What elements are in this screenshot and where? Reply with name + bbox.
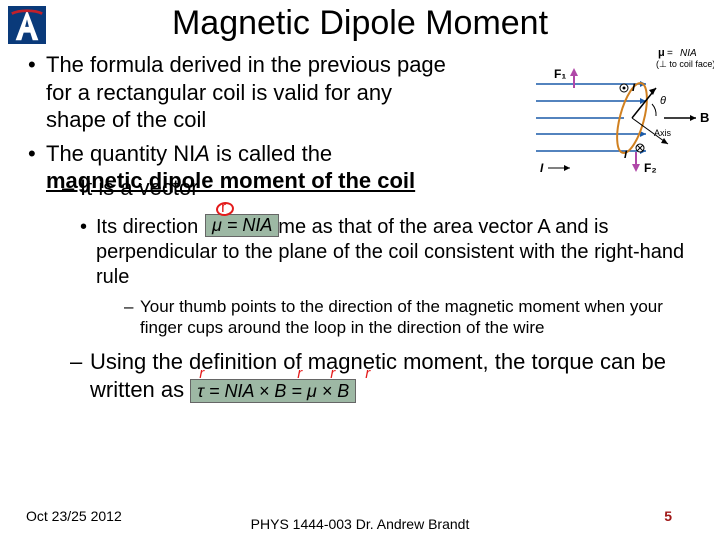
diagram-mu-sub: (⊥ to coil face) [656, 59, 714, 69]
dash-thumb-rule: Your thumb points to the direction of th… [28, 296, 700, 339]
bullet-formula-valid: The formula derived in the previous page… [28, 51, 448, 134]
vector-arrow-tau: r [199, 365, 204, 384]
footer-date: Oct 23/25 2012 [26, 508, 122, 524]
text-post: is called the [210, 141, 332, 166]
vector-arrow-mu-top: r [221, 199, 226, 217]
formula-torque: r r r r τ = NIA × B = μ × B [190, 379, 356, 404]
formula-mu-text: μ = NIA [212, 215, 272, 235]
text-a: A [195, 141, 210, 166]
diagram-axis-label: Axis [654, 128, 672, 138]
dash-torque: Using the definition of magnetic moment,… [28, 348, 700, 403]
diagram-f1-label: F₁ [554, 67, 566, 81]
formula-torque-text: τ = NIA × B = μ × B [197, 381, 349, 401]
diagram-mu-nia: NIA [680, 48, 697, 59]
footer-pagenum: 5 [664, 508, 672, 524]
formula-mu: μ = NIA [205, 214, 279, 237]
diagram-mu-eq: = [667, 48, 673, 59]
logo-icon [8, 6, 46, 44]
coil-diagram: μ = NIA (⊥ to coil face) B Axis θ F₁ F₂ … [536, 46, 714, 186]
diagram-f2-label: F₂ [644, 161, 657, 175]
vector-arrow-mu: r [330, 365, 335, 384]
diagram-b-label: B [700, 110, 709, 125]
diagram-mu-label: μ [658, 47, 665, 59]
vector-arrow-b: r [297, 365, 302, 384]
diagram-i-left: I [540, 161, 544, 175]
text-torque-pre: Using the definition of magnetic moment,… [90, 349, 666, 402]
bullet-direction: Its direction is the same as that of the… [28, 215, 700, 290]
vector-arrow-b2: r [365, 365, 370, 384]
text-pre: The quantity NI [46, 141, 195, 166]
footer-course: PHYS 1444-003 Dr. Andrew Brandt [251, 516, 470, 532]
page-title: Magnetic Dipole Moment [0, 0, 720, 43]
diagram-theta: θ [660, 95, 666, 107]
